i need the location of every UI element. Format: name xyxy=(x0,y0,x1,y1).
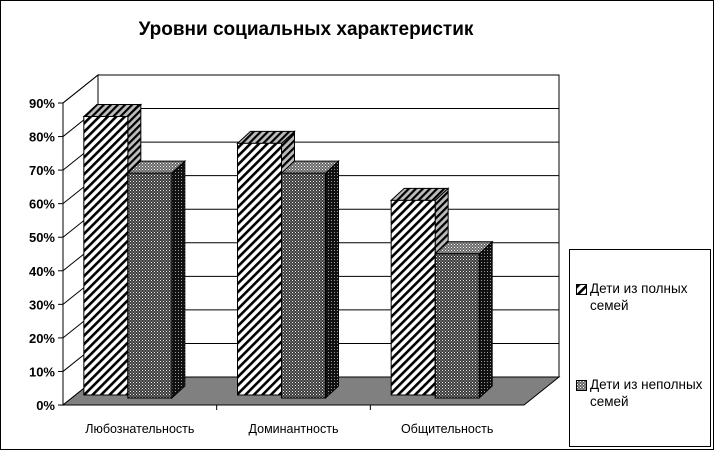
y-tick-label: 90% xyxy=(29,96,55,111)
y-tick-label: 30% xyxy=(29,297,55,312)
x-category-label: Доминантность xyxy=(249,422,339,436)
bar-side xyxy=(325,160,339,400)
bar-front xyxy=(83,115,129,396)
bar-side xyxy=(478,240,493,400)
bar-side xyxy=(171,160,186,400)
legend-label: Дети из полных семей xyxy=(590,281,688,313)
bar xyxy=(433,240,494,400)
y-tick-label: 40% xyxy=(29,264,55,279)
bar-front xyxy=(281,172,326,399)
legend-label: Дети из неполных семей xyxy=(590,377,703,409)
y-tick-label: 50% xyxy=(29,230,55,245)
y-tick-label: 70% xyxy=(29,163,55,178)
x-category-label: Общительность xyxy=(401,422,493,436)
bar xyxy=(280,160,340,400)
x-category-label: Любознательность xyxy=(85,422,194,436)
legend-swatch-hatch xyxy=(576,284,587,295)
bar-front xyxy=(127,172,173,399)
y-tick-label: 80% xyxy=(29,130,55,145)
bar xyxy=(126,160,187,400)
bar-front xyxy=(390,199,436,396)
y-tick-label: 60% xyxy=(29,197,55,212)
bar-front xyxy=(237,142,282,396)
gridline xyxy=(62,74,559,104)
bar-front xyxy=(434,253,480,399)
legend-swatch-dots xyxy=(576,380,587,391)
y-tick-label: 20% xyxy=(29,331,55,346)
chart-title: Уровни социальных характеристик xyxy=(138,19,474,40)
y-tick-label: 10% xyxy=(29,364,55,379)
y-tick-label: 0% xyxy=(36,398,55,413)
legend: Дети из полных семей Дети из неполных се… xyxy=(569,249,711,447)
